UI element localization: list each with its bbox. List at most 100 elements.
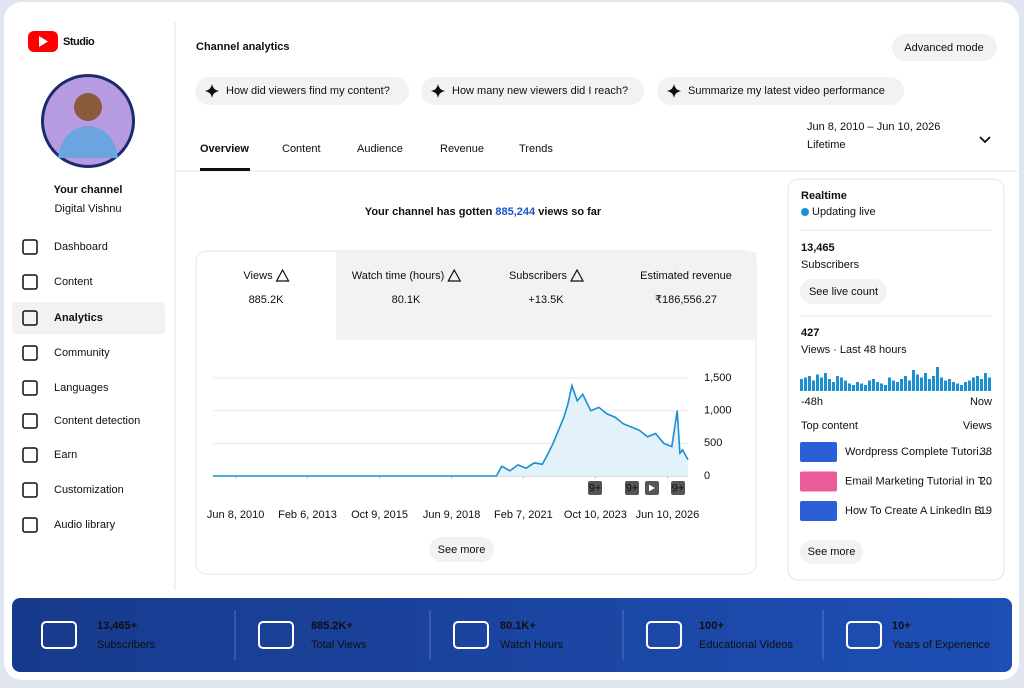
nav-icon bbox=[22, 447, 38, 463]
see-more-label[interactable]: See more bbox=[438, 544, 486, 556]
realtime-bar bbox=[960, 385, 963, 391]
chart-badge[interactable] bbox=[588, 481, 602, 495]
tab[interactable]: Overview bbox=[200, 143, 249, 155]
stat-label: Years of Experience bbox=[892, 639, 990, 651]
prompt-label[interactable]: How did viewers find my content? bbox=[226, 85, 390, 97]
realtime-bar bbox=[816, 374, 819, 391]
nav-item[interactable]: Content bbox=[54, 276, 93, 288]
chart-badge[interactable] bbox=[625, 481, 639, 495]
nav-item[interactable]: Earn bbox=[54, 449, 77, 461]
prompt-chip[interactable] bbox=[657, 77, 904, 105]
play-icon bbox=[649, 484, 655, 492]
metric-label[interactable]: Subscribers bbox=[509, 270, 568, 282]
date-period[interactable]: Lifetime bbox=[807, 139, 846, 151]
tab[interactable]: Revenue bbox=[440, 143, 484, 155]
nav-item[interactable]: Content detection bbox=[54, 415, 140, 427]
content-title[interactable]: Wordpress Complete Tutori... bbox=[845, 446, 988, 458]
logo-play bbox=[39, 36, 48, 47]
realtime-bar bbox=[928, 379, 931, 391]
prompt-chip[interactable] bbox=[195, 77, 409, 105]
tab[interactable]: Audience bbox=[357, 143, 403, 155]
chart-badge-label[interactable]: 9+ bbox=[672, 482, 685, 494]
realtime-bar bbox=[812, 380, 815, 391]
prompt-label[interactable]: How many new viewers did I reach? bbox=[452, 85, 628, 97]
live-count-label[interactable]: See live count bbox=[809, 286, 878, 298]
advanced-mode-button[interactable] bbox=[892, 34, 997, 61]
nav-icon bbox=[22, 482, 38, 498]
nav-item[interactable]: Customization bbox=[54, 484, 124, 496]
thumbnail[interactable] bbox=[800, 501, 837, 521]
page-title: Channel analytics bbox=[196, 41, 290, 53]
y-tick-label: 500 bbox=[704, 437, 722, 449]
content-title[interactable]: Email Marketing Tutorial in T... bbox=[845, 475, 992, 487]
realtime-bar bbox=[980, 379, 983, 391]
nav-item[interactable]: Audio library bbox=[54, 519, 116, 531]
content-views: 38 bbox=[980, 446, 992, 458]
nav-icon bbox=[22, 413, 38, 429]
thumbnail[interactable] bbox=[800, 471, 837, 492]
metric-value[interactable]: 80.1K bbox=[392, 294, 421, 306]
nav-active bbox=[12, 302, 165, 334]
content-title[interactable]: How To Create A LinkedIn B... bbox=[845, 505, 991, 517]
nav-item[interactable]: Analytics bbox=[54, 312, 103, 324]
date-range[interactable]: Jun 8, 2010 – Jun 10, 2026 bbox=[807, 121, 940, 133]
realtime-bar bbox=[820, 377, 823, 391]
prompt-label[interactable]: Summarize my latest video performance bbox=[688, 85, 885, 97]
tab[interactable]: Trends bbox=[519, 143, 553, 155]
avatar-body bbox=[58, 126, 118, 158]
x-tick-label: Oct 9, 2015 bbox=[351, 509, 408, 521]
views-label: Views · Last 48 hours bbox=[801, 344, 907, 356]
metric-label[interactable]: Watch time (hours) bbox=[352, 270, 445, 282]
headline-prefix: Your channel has gotten bbox=[365, 206, 496, 218]
nav-item[interactable]: Community bbox=[54, 347, 110, 359]
live-count-button[interactable] bbox=[800, 279, 887, 304]
stat-value: 100+ bbox=[699, 620, 724, 632]
realtime-bar bbox=[908, 380, 911, 391]
chart-badge-label[interactable]: 9+ bbox=[589, 482, 602, 494]
realtime-bar bbox=[840, 377, 843, 391]
metric-value[interactable]: ₹186,556.27 bbox=[655, 294, 717, 306]
logo-text: Studio bbox=[63, 36, 95, 48]
chart-badge[interactable] bbox=[671, 481, 685, 495]
metric-label[interactable]: Estimated revenue bbox=[640, 270, 732, 282]
stat-value: 80.1K+ bbox=[500, 620, 536, 632]
see-more-button[interactable] bbox=[429, 537, 494, 562]
realtime-bar bbox=[844, 380, 847, 391]
metric-value[interactable]: +13.5K bbox=[528, 294, 564, 306]
realtime-bar bbox=[892, 380, 895, 391]
metric-label[interactable]: Views bbox=[243, 270, 273, 282]
live-dot bbox=[801, 208, 809, 216]
warning-icon bbox=[447, 268, 462, 282]
realtime-bar bbox=[912, 370, 915, 391]
tab-underline bbox=[200, 168, 250, 171]
nav-item[interactable]: Languages bbox=[54, 382, 109, 394]
channel-name: Digital Vishnu bbox=[54, 203, 121, 215]
nav-item[interactable]: Dashboard bbox=[54, 241, 108, 253]
realtime-bar bbox=[824, 373, 827, 391]
metric-cell[interactable] bbox=[197, 252, 336, 340]
chart-badge-label[interactable]: 9+ bbox=[626, 482, 639, 494]
sparkle-icon bbox=[667, 84, 681, 98]
advanced-mode-label[interactable]: Advanced mode bbox=[904, 42, 984, 54]
y-tick-label: 0 bbox=[704, 470, 710, 482]
see-more-label[interactable]: See more bbox=[808, 546, 856, 558]
views-line bbox=[213, 382, 689, 477]
metric-cell[interactable] bbox=[616, 252, 756, 340]
nav-icon bbox=[22, 274, 38, 290]
metric-cell[interactable] bbox=[476, 252, 616, 340]
realtime-bar bbox=[896, 382, 899, 391]
avatar-head bbox=[74, 93, 102, 121]
thumbnail[interactable] bbox=[800, 442, 837, 462]
prompt-chip[interactable] bbox=[421, 77, 644, 105]
metric-value[interactable]: 885.2K bbox=[249, 294, 285, 306]
see-more-button[interactable] bbox=[800, 540, 863, 564]
realtime-bar bbox=[924, 373, 927, 391]
chevron[interactable] bbox=[979, 136, 991, 144]
realtime-bar bbox=[808, 376, 811, 391]
x-tick-label: Jun 8, 2010 bbox=[207, 509, 265, 521]
stat-value: 885.2K+ bbox=[311, 620, 353, 632]
x-tick-label: Jun 9, 2018 bbox=[423, 509, 481, 521]
realtime-bar bbox=[984, 373, 987, 391]
tab[interactable]: Content bbox=[282, 143, 321, 155]
metric-cell[interactable] bbox=[336, 252, 476, 340]
